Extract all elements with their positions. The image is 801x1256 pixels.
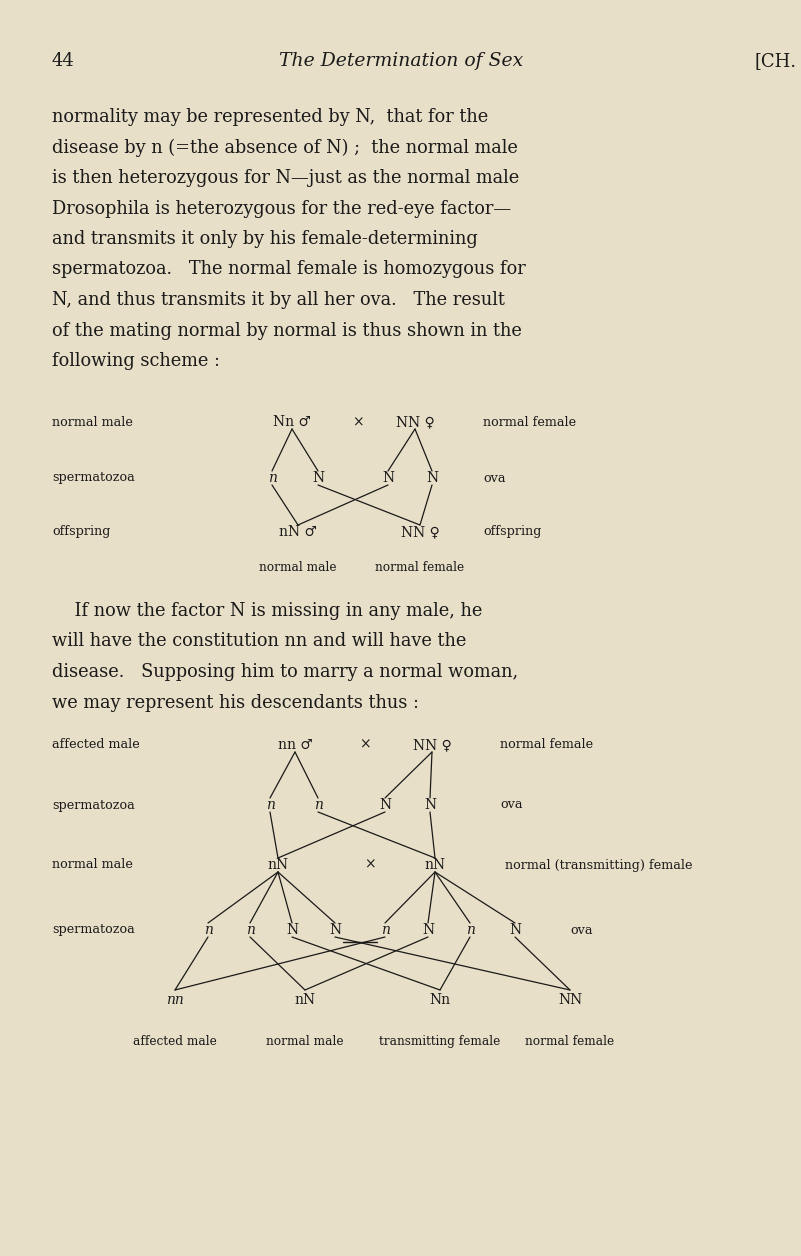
Text: ×: × [352, 414, 364, 430]
Text: ×: × [359, 739, 371, 752]
Text: n: n [313, 798, 323, 811]
Text: If now the factor N is missing in any male, he: If now the factor N is missing in any ma… [52, 602, 482, 620]
Text: N: N [424, 798, 436, 811]
Text: NN: NN [557, 993, 582, 1007]
Text: normal female: normal female [483, 416, 576, 428]
Text: nN: nN [425, 858, 445, 872]
Text: normal male: normal male [52, 859, 133, 872]
Text: ×: × [364, 858, 376, 872]
Text: spermatozoa: spermatozoa [52, 923, 135, 937]
Text: normal male: normal male [266, 1035, 344, 1048]
Text: normal (transmitting) female: normal (transmitting) female [505, 859, 693, 872]
Text: NN ♀: NN ♀ [400, 525, 440, 539]
Text: The Determination of Sex: The Determination of Sex [279, 51, 523, 70]
Text: NN ♀: NN ♀ [413, 739, 452, 752]
Text: NN ♀: NN ♀ [396, 414, 434, 430]
Text: N: N [379, 798, 391, 811]
Text: nN ♂: nN ♂ [279, 525, 317, 539]
Text: affected male: affected male [133, 1035, 217, 1048]
Text: normal male: normal male [52, 416, 133, 428]
Text: N: N [426, 471, 438, 485]
Text: affected male: affected male [52, 739, 139, 751]
Text: nn: nn [166, 993, 184, 1007]
Text: will have the constitution nn and will have the: will have the constitution nn and will h… [52, 633, 466, 651]
Text: Drosophila is heterozygous for the red-eye factor—: Drosophila is heterozygous for the red-e… [52, 200, 511, 217]
Text: N: N [422, 923, 434, 937]
Text: normality may be represented by N,  that for the: normality may be represented by N, that … [52, 108, 489, 126]
Text: normal female: normal female [500, 739, 593, 751]
Text: N: N [312, 471, 324, 485]
Text: ova: ova [483, 471, 505, 485]
Text: 44: 44 [52, 51, 74, 70]
Text: disease.   Supposing him to marry a normal woman,: disease. Supposing him to marry a normal… [52, 663, 518, 681]
Text: N: N [509, 923, 521, 937]
Text: is then heterozygous for N—just as the normal male: is then heterozygous for N—just as the n… [52, 170, 519, 187]
Text: n: n [380, 923, 389, 937]
Text: N: N [329, 923, 341, 937]
Text: of the mating normal by normal is thus shown in the: of the mating normal by normal is thus s… [52, 322, 522, 339]
Text: offspring: offspring [483, 525, 541, 539]
Text: ova: ova [570, 923, 593, 937]
Text: n: n [266, 798, 275, 811]
Text: [CH.: [CH. [755, 51, 797, 70]
Text: N: N [286, 923, 298, 937]
Text: following scheme :: following scheme : [52, 352, 220, 371]
Text: ova: ova [500, 799, 522, 811]
Text: Nn: Nn [429, 993, 450, 1007]
Text: we may represent his descendants thus :: we may represent his descendants thus : [52, 693, 419, 711]
Text: n: n [246, 923, 255, 937]
Text: normal female: normal female [376, 561, 465, 574]
Text: n: n [203, 923, 212, 937]
Text: spermatozoa: spermatozoa [52, 799, 135, 811]
Text: n: n [465, 923, 474, 937]
Text: Nn ♂: Nn ♂ [273, 414, 311, 430]
Text: nn ♂: nn ♂ [278, 739, 312, 752]
Text: disease by n (=the absence of N) ;  the normal male: disease by n (=the absence of N) ; the n… [52, 138, 518, 157]
Text: spermatozoa: spermatozoa [52, 471, 135, 485]
Text: nN: nN [295, 993, 316, 1007]
Text: offspring: offspring [52, 525, 111, 539]
Text: normal female: normal female [525, 1035, 614, 1048]
Text: nN: nN [268, 858, 288, 872]
Text: normal male: normal male [260, 561, 336, 574]
Text: transmitting female: transmitting female [380, 1035, 501, 1048]
Text: n: n [268, 471, 276, 485]
Text: and transmits it only by his female-determining: and transmits it only by his female-dete… [52, 230, 477, 247]
Text: N: N [382, 471, 394, 485]
Text: spermatozoa.   The normal female is homozygous for: spermatozoa. The normal female is homozy… [52, 260, 525, 279]
Text: N, and thus transmits it by all her ova.   The result: N, and thus transmits it by all her ova.… [52, 291, 505, 309]
